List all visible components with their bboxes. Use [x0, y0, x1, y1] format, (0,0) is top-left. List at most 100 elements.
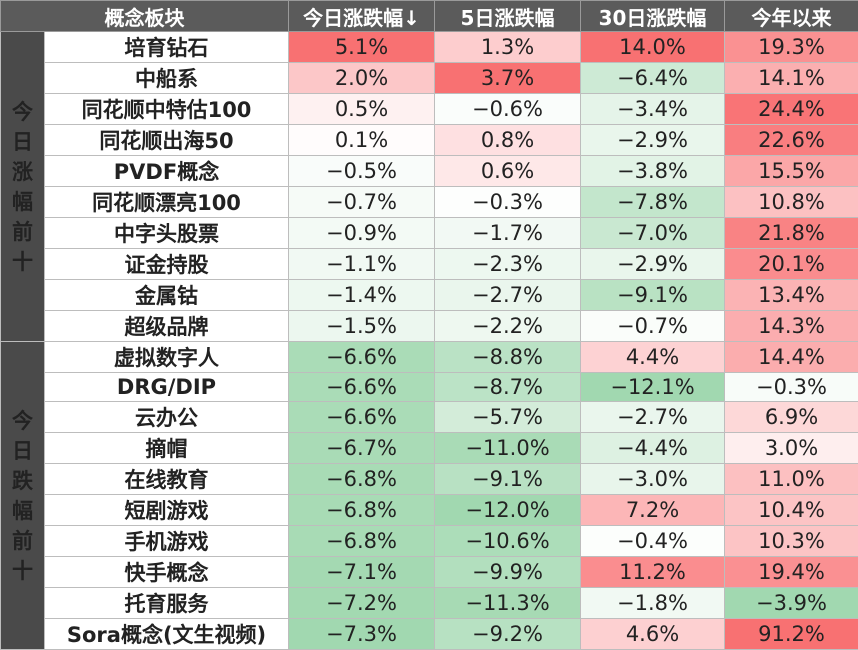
cell-30day: −0.7% [581, 311, 725, 342]
table-row: 超级品牌−1.5%−2.2%−0.7%14.3% [1, 311, 858, 342]
cell-5day: −9.2% [435, 619, 581, 650]
sector-name[interactable]: DRG/DIP [45, 373, 289, 402]
cell-ytd: −0.3% [725, 373, 858, 402]
cell-today: −1.5% [289, 311, 435, 342]
sector-name[interactable]: 在线教育 [45, 464, 289, 495]
cell-today: −6.8% [289, 495, 435, 526]
cell-ytd: 13.4% [725, 280, 858, 311]
cell-5day: −12.0% [435, 495, 581, 526]
cell-today: −1.1% [289, 249, 435, 280]
cell-ytd: 91.2% [725, 619, 858, 650]
cell-ytd: 22.6% [725, 125, 858, 156]
cell-today: −7.3% [289, 619, 435, 650]
cell-5day: −9.9% [435, 557, 581, 588]
sector-name[interactable]: 同花顺中特估100 [45, 94, 289, 125]
cell-5day: 3.7% [435, 63, 581, 94]
cell-today: −6.6% [289, 342, 435, 373]
sector-name[interactable]: 同花顺漂亮100 [45, 187, 289, 218]
cell-today: −6.6% [289, 373, 435, 402]
cell-ytd: 21.8% [725, 218, 858, 249]
table-row: PVDF概念−0.5%0.6%−3.8%15.5% [1, 156, 858, 187]
cell-5day: 0.6% [435, 156, 581, 187]
cell-today: 5.1% [289, 32, 435, 63]
cell-today: −0.9% [289, 218, 435, 249]
table-row: 云办公−6.6%−5.7%−2.7%6.9% [1, 402, 858, 433]
cell-ytd: 19.3% [725, 32, 858, 63]
cell-ytd: 24.4% [725, 94, 858, 125]
table-row: 手机游戏−6.8%−10.6%−0.4%10.3% [1, 526, 858, 557]
sector-name[interactable]: 快手概念 [45, 557, 289, 588]
cell-today: −7.2% [289, 588, 435, 619]
cell-today: −1.4% [289, 280, 435, 311]
column-header-sector: 概念板块 [1, 1, 289, 32]
cell-30day: 4.6% [581, 619, 725, 650]
cell-ytd: 6.9% [725, 402, 858, 433]
cell-30day: −2.9% [581, 125, 725, 156]
cell-30day: 14.0% [581, 32, 725, 63]
sector-name[interactable]: 同花顺出海50 [45, 125, 289, 156]
sector-name[interactable]: 摘帽 [45, 433, 289, 464]
cell-30day: −0.4% [581, 526, 725, 557]
cell-5day: 0.8% [435, 125, 581, 156]
cell-5day: −2.7% [435, 280, 581, 311]
cell-5day: −9.1% [435, 464, 581, 495]
cell-30day: 11.2% [581, 557, 725, 588]
cell-30day: −4.4% [581, 433, 725, 464]
column-header-5day-change[interactable]: 5日涨跌幅 [435, 1, 581, 32]
cell-ytd: 14.1% [725, 63, 858, 94]
table-row: 托育服务−7.2%−11.3%−1.8%−3.9% [1, 588, 858, 619]
cell-5day: −0.3% [435, 187, 581, 218]
sector-name[interactable]: 云办公 [45, 402, 289, 433]
column-header-30day-change[interactable]: 30日涨跌幅 [581, 1, 725, 32]
cell-30day: −12.1% [581, 373, 725, 402]
group-label-bottom: 今日跌幅前十 [1, 342, 45, 650]
sector-name[interactable]: 中船系 [45, 63, 289, 94]
cell-5day: −11.0% [435, 433, 581, 464]
cell-today: −0.7% [289, 187, 435, 218]
cell-today: 2.0% [289, 63, 435, 94]
sector-name[interactable]: 短剧游戏 [45, 495, 289, 526]
table-row: 摘帽−6.7%−11.0%−4.4%3.0% [1, 433, 858, 464]
table-row: 在线教育−6.8%−9.1%−3.0%11.0% [1, 464, 858, 495]
sector-name[interactable]: 培育钻石 [45, 32, 289, 63]
sector-name[interactable]: 证金持股 [45, 249, 289, 280]
cell-ytd: 14.3% [725, 311, 858, 342]
sector-name[interactable]: 超级品牌 [45, 311, 289, 342]
cell-5day: −11.3% [435, 588, 581, 619]
cell-5day: 1.3% [435, 32, 581, 63]
cell-30day: −3.4% [581, 94, 725, 125]
sector-name[interactable]: 金属钴 [45, 280, 289, 311]
cell-5day: −8.7% [435, 373, 581, 402]
sector-name[interactable]: PVDF概念 [45, 156, 289, 187]
sector-name[interactable]: 虚拟数字人 [45, 342, 289, 373]
cell-today: −6.7% [289, 433, 435, 464]
cell-ytd: 3.0% [725, 433, 858, 464]
sector-name[interactable]: Sora概念(文生视频) [45, 619, 289, 650]
cell-30day: −7.0% [581, 218, 725, 249]
cell-today: −7.1% [289, 557, 435, 588]
cell-ytd: 14.4% [725, 342, 858, 373]
cell-today: −0.5% [289, 156, 435, 187]
column-header-ytd-change[interactable]: 今年以来 [725, 1, 858, 32]
cell-today: 0.1% [289, 125, 435, 156]
sector-name[interactable]: 手机游戏 [45, 526, 289, 557]
table-row: Sora概念(文生视频)−7.3%−9.2%4.6%91.2% [1, 619, 858, 650]
cell-5day: −8.8% [435, 342, 581, 373]
cell-30day: −7.8% [581, 187, 725, 218]
table-row: 中字头股票−0.9%−1.7%−7.0%21.8% [1, 218, 858, 249]
table-row: 同花顺漂亮100−0.7%−0.3%−7.8%10.8% [1, 187, 858, 218]
cell-ytd: 10.8% [725, 187, 858, 218]
sector-name[interactable]: 托育服务 [45, 588, 289, 619]
cell-ytd: −3.9% [725, 588, 858, 619]
column-header-today-change[interactable]: 今日涨跌幅↓ [289, 1, 435, 32]
cell-30day: −3.0% [581, 464, 725, 495]
sector-name[interactable]: 中字头股票 [45, 218, 289, 249]
cell-today: −6.6% [289, 402, 435, 433]
cell-today: −6.8% [289, 464, 435, 495]
table-row: DRG/DIP−6.6%−8.7%−12.1%−0.3% [1, 373, 858, 402]
